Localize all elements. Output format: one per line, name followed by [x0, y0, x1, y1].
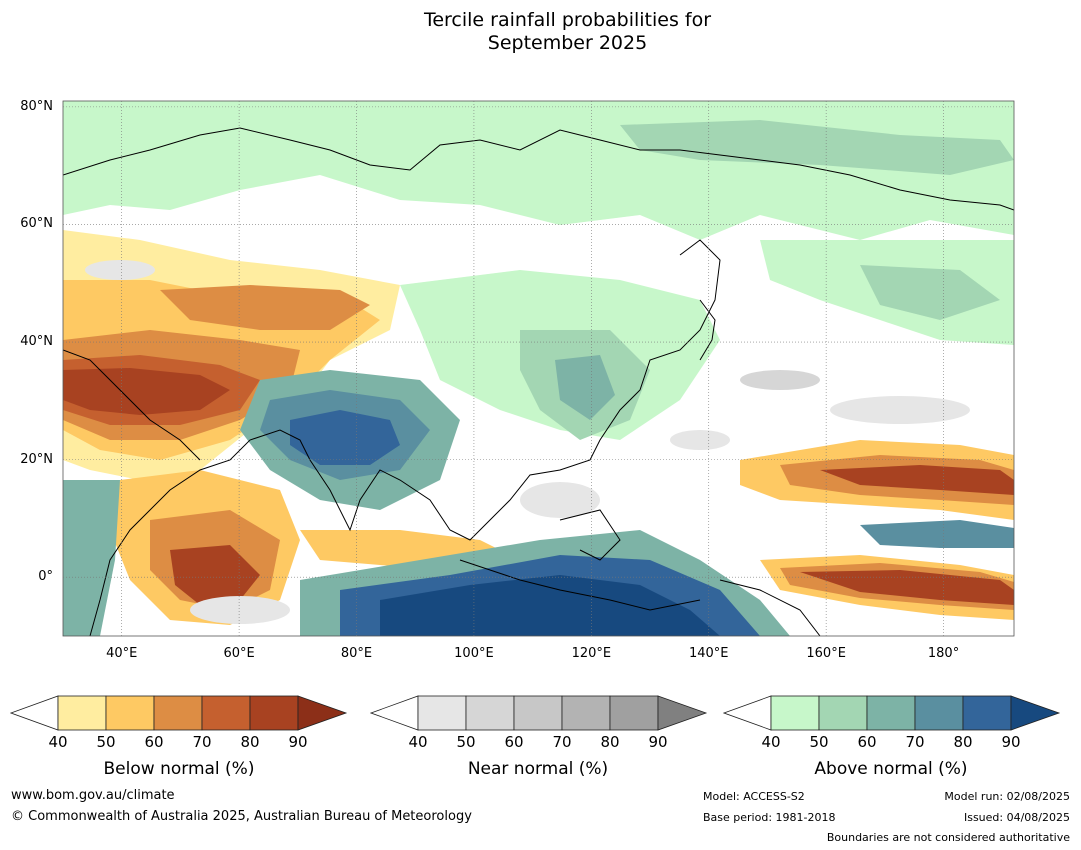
colorbar-segment [417, 695, 467, 731]
lon-label: 100°E [454, 646, 494, 661]
colorbar-segment [513, 695, 563, 731]
colorbar-segment [249, 695, 299, 731]
colorbar-tick-label: 50 [456, 733, 476, 751]
colorbar-extend-high [657, 695, 708, 731]
region-below-pacific-north-3 [820, 465, 1014, 495]
issued-date: Issued: 04/08/2025 [963, 811, 1070, 824]
region-above-india-3 [290, 410, 400, 465]
region-above-africa-west [63, 480, 120, 636]
colorbar-tick-label: 80 [953, 733, 973, 751]
copyright-text: © Commonwealth of Australia 2025, Austra… [11, 809, 472, 824]
website-link[interactable]: www.bom.gov.au/climate [11, 788, 175, 803]
colorbar-extend-low [10, 695, 59, 731]
region-below-caspian [160, 285, 370, 330]
colorbar-segment [201, 695, 251, 731]
colorbar-tick-label: 40 [48, 733, 68, 751]
colorbar-segment [914, 695, 964, 731]
colorbar-segment [866, 695, 916, 731]
map-fill-layer [63, 101, 1014, 636]
map-frame [62, 100, 1015, 637]
region-above-china-2 [555, 355, 615, 420]
region-near-2 [830, 396, 970, 424]
colorbar-tick-label: 50 [809, 733, 829, 751]
colorbar-tick-label: 70 [552, 733, 572, 751]
colorbar-tick-label: 40 [408, 733, 428, 751]
lon-label: 180° [927, 646, 960, 661]
colorbar-segment [962, 695, 1012, 731]
colorbar-title-below: Below normal (%) [103, 759, 255, 779]
lon-label: 120°E [571, 646, 612, 661]
title-line-1: Tercile rainfall probabilities for [423, 9, 712, 31]
colorbar-tick-label: 60 [504, 733, 524, 751]
model-name: Model: ACCESS-S2 [703, 790, 805, 803]
colorbar-tick-label: 60 [857, 733, 877, 751]
colorbar-title-near: Near normal (%) [467, 759, 609, 779]
lon-label: 60°E [223, 646, 255, 661]
colorbar-tick-label: 70 [192, 733, 212, 751]
base-period: Base period: 1981-2018 [703, 811, 836, 824]
colorbar-tick-label: 80 [240, 733, 260, 751]
title-line-2: September 2025 [487, 32, 648, 54]
lat-label: 60°N [20, 216, 53, 232]
region-near-6 [740, 370, 820, 390]
lat-label: 0° [38, 569, 53, 585]
colorbar-tick-label: 50 [96, 733, 116, 751]
region-above-pacific-eq [860, 520, 1014, 548]
lon-label: 140°E [688, 646, 729, 661]
region-near-3 [670, 430, 730, 450]
colorbar-tick-label: 80 [600, 733, 620, 751]
graticule [63, 101, 1014, 636]
colorbar-title-above: Above normal (%) [814, 759, 968, 779]
colorbar-tick-label: 90 [1001, 733, 1021, 751]
colorbar-below [10, 695, 348, 731]
coastlines [63, 127, 1014, 636]
colorbar-above [723, 695, 1061, 731]
lat-label: 80°N [20, 98, 53, 114]
colorbar-segment [609, 695, 659, 731]
colorbar-tick-label: 40 [761, 733, 781, 751]
colorbar-tick-label: 70 [905, 733, 925, 751]
forecast-map [62, 100, 1015, 637]
colorbar-near [370, 695, 708, 731]
region-below-pacific-south-3 [800, 570, 1014, 605]
colorbar-segment [153, 695, 203, 731]
region-above-north-2 [620, 120, 1014, 175]
model-run-date: Model run: 02/08/2025 [944, 790, 1070, 803]
colorbar-segment [57, 695, 107, 731]
colorbar-tick-label: 90 [648, 733, 668, 751]
colorbar-tick-label: 90 [288, 733, 308, 751]
region-below-africa-3 [170, 545, 260, 605]
region-above-maritime-3 [380, 575, 720, 636]
region-near-4 [190, 596, 290, 624]
lon-label: 40°E [106, 646, 138, 661]
boundaries-note: Boundaries are not considered authoritat… [826, 831, 1070, 844]
lon-label: 160°E [806, 646, 846, 661]
colorbar-extend-high [297, 695, 348, 731]
colorbar-tick-label: 60 [144, 733, 164, 751]
colorbar-extend-low [723, 695, 772, 731]
colorbar-segment [465, 695, 515, 731]
lon-label: 80°E [340, 646, 373, 661]
chart-title: Tercile rainfall probabilities for Septe… [0, 9, 1081, 55]
region-below-westasia-5 [63, 368, 230, 415]
lat-label: 40°N [20, 334, 53, 350]
colorbar-segment [818, 695, 868, 731]
colorbar-segment [770, 695, 820, 731]
colorbar-extend-low [370, 695, 419, 731]
colorbar-segment [105, 695, 155, 731]
region-near-5 [85, 260, 155, 280]
colorbar-extend-high [1010, 695, 1061, 731]
lat-label: 20°N [20, 451, 53, 467]
region-above-ne-2 [860, 265, 1000, 320]
colorbar-segment [561, 695, 611, 731]
region-near-1 [520, 482, 600, 518]
